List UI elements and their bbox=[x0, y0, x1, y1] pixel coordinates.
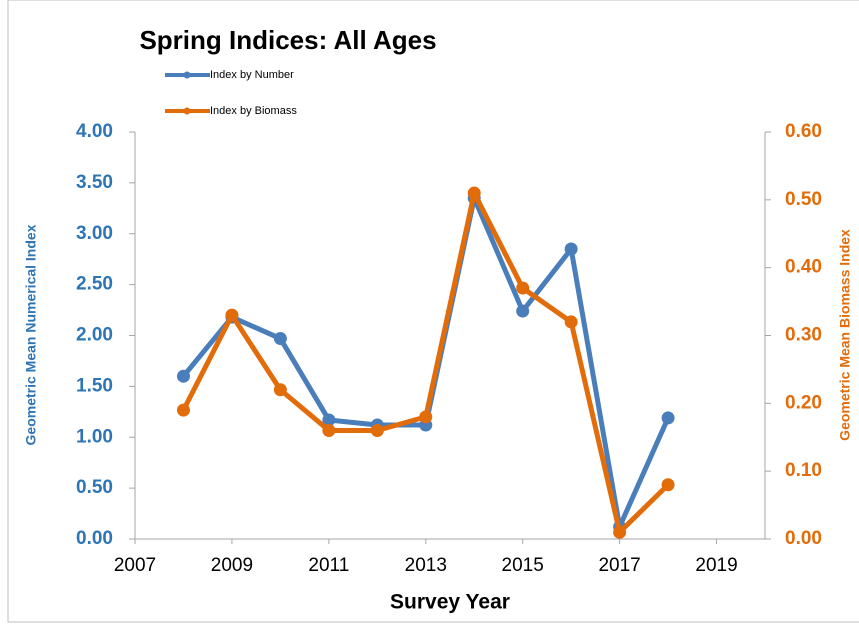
series-marker bbox=[176, 403, 190, 417]
y-tick-label: 2.50 bbox=[76, 274, 113, 295]
y2-tick-label: 0.00 bbox=[785, 528, 822, 549]
y2-tick-label: 0.20 bbox=[785, 392, 822, 413]
y-tick-label: 3.50 bbox=[76, 172, 113, 193]
series-marker bbox=[370, 423, 384, 437]
legend-label: Index by Number bbox=[210, 69, 294, 81]
legend-label: Index by Biomass bbox=[210, 105, 297, 117]
series-marker bbox=[661, 411, 675, 425]
y2-tick-label: 0.50 bbox=[785, 189, 822, 210]
y-tick-label: 0.50 bbox=[76, 477, 113, 498]
series-marker bbox=[564, 242, 578, 256]
y-tick-label: 4.00 bbox=[76, 121, 113, 142]
x-tick-label: 2019 bbox=[695, 555, 737, 576]
x-tick-label: 2009 bbox=[211, 555, 253, 576]
series-marker bbox=[661, 478, 675, 492]
chart-title: Spring Indices: All Ages bbox=[139, 25, 436, 55]
series-line bbox=[181, 195, 671, 530]
series-marker bbox=[613, 525, 627, 539]
x-tick-label: 2007 bbox=[114, 555, 156, 576]
series-marker bbox=[467, 186, 481, 200]
series-marker bbox=[419, 410, 433, 424]
y-tick-label: 0.00 bbox=[76, 528, 113, 549]
series-marker bbox=[273, 332, 287, 346]
series-marker bbox=[176, 369, 190, 383]
y2-tick-label: 0.60 bbox=[785, 121, 822, 142]
x-tick-label: 2017 bbox=[598, 555, 640, 576]
y-tick-label: 2.00 bbox=[76, 325, 113, 346]
x-tick-label: 2013 bbox=[405, 555, 447, 576]
y-tick-label: 3.00 bbox=[76, 223, 113, 244]
series-marker bbox=[273, 383, 287, 397]
series-marker bbox=[564, 315, 578, 329]
series-marker bbox=[322, 423, 336, 437]
legend-marker bbox=[183, 107, 191, 115]
series-marker bbox=[516, 281, 530, 295]
x-tick-label: 2011 bbox=[308, 555, 349, 576]
x-tick-label: 2015 bbox=[502, 555, 544, 576]
y2-tick-label: 0.40 bbox=[785, 257, 822, 278]
y2-tick-label: 0.10 bbox=[785, 460, 822, 481]
series-marker bbox=[516, 304, 530, 318]
y-axis-label: Geometric Mean Numerical Index bbox=[23, 224, 39, 445]
series-marker bbox=[225, 308, 239, 322]
y-tick-label: 1.50 bbox=[76, 375, 113, 396]
series-marker bbox=[322, 413, 336, 427]
x-axis-label: Survey Year bbox=[390, 591, 510, 614]
chart-frame bbox=[7, 0, 859, 623]
legend-marker bbox=[183, 71, 191, 79]
y2-tick-label: 0.30 bbox=[785, 325, 822, 346]
series-line bbox=[181, 190, 670, 535]
y-tick-label: 1.00 bbox=[76, 426, 113, 447]
y2-axis-label: Geometric Mean Biomass Index bbox=[837, 229, 853, 441]
